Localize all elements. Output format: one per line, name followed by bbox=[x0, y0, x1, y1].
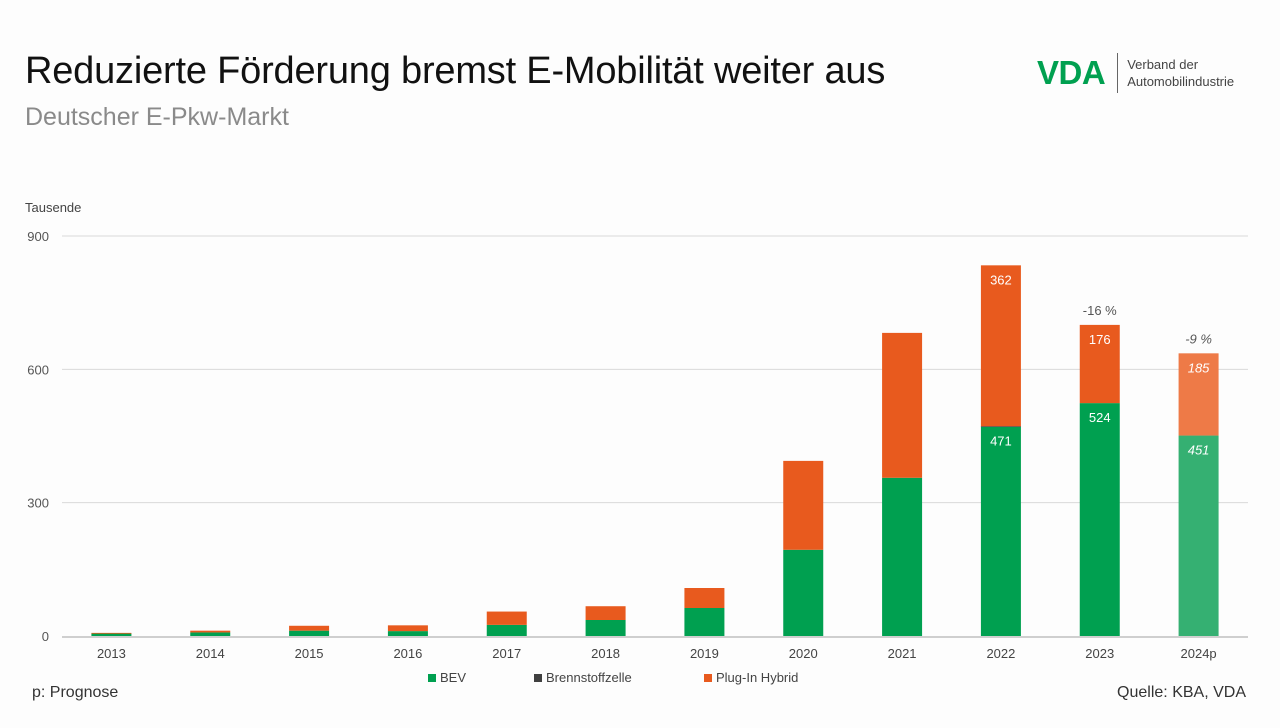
bar-segment-plug-in-hybrid bbox=[387, 625, 428, 632]
bar-segment-bev bbox=[486, 624, 527, 636]
bar-data-label: 185 bbox=[1188, 360, 1210, 375]
y-tick-label: 900 bbox=[27, 229, 49, 244]
logo-text: Verband der Automobilindustrie bbox=[1127, 56, 1234, 90]
x-tick-label: 2020 bbox=[789, 646, 818, 661]
change-annotation: -16 % bbox=[1083, 303, 1117, 318]
legend-swatch bbox=[704, 673, 712, 682]
bar-segment-plug-in-hybrid bbox=[1079, 324, 1120, 404]
chart-subtitle: Deutscher E-Pkw-Markt bbox=[25, 103, 289, 131]
logo-line-2: Automobilindustrie bbox=[1127, 74, 1235, 89]
bar-segment-plug-in-hybrid bbox=[190, 630, 231, 633]
bar-data-label: 524 bbox=[1089, 410, 1111, 425]
y-tick-label: 600 bbox=[27, 362, 49, 377]
x-tick-label: 2014 bbox=[196, 646, 225, 661]
bar-data-label: 451 bbox=[1188, 443, 1210, 458]
bar-segment-bev bbox=[882, 477, 923, 636]
bar-segment-bev bbox=[1178, 435, 1219, 636]
bar-segment-plug-in-hybrid bbox=[91, 632, 132, 634]
x-tick-label: 2016 bbox=[393, 646, 422, 661]
chart-title: Reduzierte Förderung bremst E-Mobilität … bbox=[25, 50, 886, 92]
bar-segment-plug-in-hybrid bbox=[289, 625, 330, 631]
y-axis-label: Tausende bbox=[25, 200, 81, 215]
bar-segment-plug-in-hybrid bbox=[1178, 353, 1219, 436]
bar-segment-plug-in-hybrid bbox=[980, 265, 1021, 427]
bar-segment-brennstoffzelle bbox=[980, 426, 1021, 428]
bar-segment-bev bbox=[585, 620, 626, 636]
bar-segment-bev bbox=[684, 608, 725, 636]
footnote: p: Prognose bbox=[32, 684, 119, 701]
logo-divider bbox=[1117, 53, 1119, 93]
legend-label: BEV bbox=[440, 670, 467, 685]
x-tick-label: 2024p bbox=[1181, 646, 1217, 661]
bar-segment-bev bbox=[980, 426, 1021, 636]
logo-mark: VDA bbox=[1037, 54, 1106, 91]
bar-data-label: 471 bbox=[990, 434, 1012, 449]
bar-segment-bev bbox=[289, 630, 330, 636]
legend-item: Brennstoffzelle bbox=[534, 670, 632, 685]
bar-segment-plug-in-hybrid bbox=[486, 611, 527, 625]
bar-segment-bev bbox=[91, 633, 132, 636]
bar-segment-bev bbox=[783, 549, 824, 636]
legend-swatch bbox=[534, 673, 542, 682]
y-tick-label: 0 bbox=[42, 629, 49, 644]
legend-label: Brennstoffzelle bbox=[546, 670, 632, 685]
bar-data-label: 362 bbox=[990, 272, 1012, 287]
legend-label: Plug-In Hybrid bbox=[716, 670, 799, 685]
vda-logo: VDA Verband der Automobilindustrie bbox=[1037, 53, 1234, 93]
bar-segment-plug-in-hybrid bbox=[882, 332, 923, 478]
change-annotation: -9 % bbox=[1185, 331, 1212, 346]
bar-segment-plug-in-hybrid bbox=[585, 606, 626, 620]
source-note: Quelle: KBA, VDA bbox=[1117, 684, 1246, 701]
bar-segment-bev bbox=[190, 632, 231, 636]
x-tick-label: 2023 bbox=[1085, 646, 1114, 661]
logo-line-1: Verband der bbox=[1127, 57, 1199, 72]
bar-segment-bev bbox=[1079, 403, 1120, 636]
bar-segment-plug-in-hybrid bbox=[684, 588, 725, 608]
x-tick-label: 2021 bbox=[888, 646, 917, 661]
bar-data-label: 176 bbox=[1089, 332, 1111, 347]
chart-legend: BEV Brennstoffzelle Plug-In Hybrid bbox=[0, 670, 1280, 686]
bar-segment-plug-in-hybrid bbox=[783, 460, 824, 550]
legend-item: Plug-In Hybrid bbox=[704, 670, 798, 685]
x-tick-label: 2013 bbox=[97, 646, 126, 661]
bar-segment-bev bbox=[387, 631, 428, 636]
legend-item: BEV bbox=[428, 670, 466, 685]
y-tick-label: 300 bbox=[27, 496, 49, 511]
x-tick-label: 2018 bbox=[591, 646, 620, 661]
x-tick-label: 2015 bbox=[295, 646, 324, 661]
x-tick-label: 2019 bbox=[690, 646, 719, 661]
x-tick-label: 2017 bbox=[492, 646, 521, 661]
x-tick-label: 2022 bbox=[986, 646, 1015, 661]
legend-swatch bbox=[428, 673, 436, 682]
